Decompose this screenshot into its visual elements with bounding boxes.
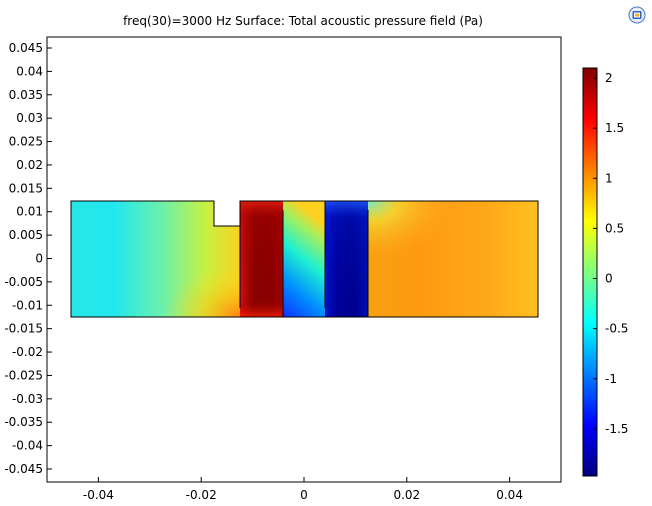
gap-region — [283, 201, 325, 317]
y-tick-label: 0 — [35, 252, 43, 266]
x-tick-label: 0.02 — [393, 488, 420, 502]
colorbar-tick-label: 2 — [605, 71, 613, 85]
app-logo-icon — [628, 6, 646, 24]
y-tick-label: -0.04 — [12, 439, 43, 453]
pressure-field-domain — [70, 200, 539, 318]
plot-title: freq(30)=3000 Hz Surface: Total acoustic… — [123, 14, 483, 28]
resonator-2-shading — [325, 201, 368, 317]
inlet-hotspot — [71, 201, 240, 317]
y-tick-label: 0.045 — [9, 41, 43, 55]
colorbar-tick-label: -1 — [605, 372, 617, 386]
colorbar-tick-label: 0.5 — [605, 221, 624, 235]
y-tick-label: -0.01 — [12, 298, 43, 312]
colorbar-tick-label: -0.5 — [605, 322, 628, 336]
colorbar-tick-label: -1.5 — [605, 422, 628, 436]
colorbar-axis: 2 1.5 1 0.5 0 -0.5 -1 -1.5 — [593, 71, 628, 436]
x-tick-label: -0.04 — [83, 488, 114, 502]
colorbar-tick-label: 1 — [605, 171, 613, 185]
x-axis: -0.04 -0.02 0 0.02 0.04 — [83, 477, 523, 502]
y-tick-label: -0.045 — [4, 462, 43, 476]
domain-boundary — [70, 200, 539, 318]
y-tick-label: 0.03 — [16, 111, 43, 125]
y-tick-label: 0.01 — [16, 205, 43, 219]
y-tick-label: -0.03 — [12, 392, 43, 406]
y-tick-label: 0.04 — [16, 64, 43, 78]
colorbar-tick-label: 1.5 — [605, 121, 624, 135]
notch-cutout — [214, 200, 240, 227]
x-tick-label: 0 — [300, 488, 308, 502]
y-tick-label: -0.015 — [4, 322, 43, 336]
x-tick-label: -0.02 — [186, 488, 217, 502]
colorbar-tick-label: 0 — [605, 272, 613, 286]
y-tick-label: 0.005 — [9, 228, 43, 242]
y-tick-label: 0.025 — [9, 135, 43, 149]
x-tick-label: 0.04 — [496, 488, 523, 502]
y-tick-label: 0.02 — [16, 158, 43, 172]
outlet-cool-spot — [368, 201, 538, 317]
y-tick-label: -0.035 — [4, 415, 43, 429]
y-tick-label: -0.02 — [12, 345, 43, 359]
y-axis: 0.045 0.04 0.035 0.03 0.025 0.02 0.015 0.01 0.00… — [4, 41, 52, 476]
y-tick-label: -0.005 — [4, 275, 43, 289]
y-tick-label: 0.015 — [9, 181, 43, 195]
y-tick-label: -0.025 — [4, 368, 43, 382]
y-tick-label: 0.035 — [9, 88, 43, 102]
colorbar — [582, 67, 598, 477]
resonator-1-shading — [240, 201, 283, 317]
